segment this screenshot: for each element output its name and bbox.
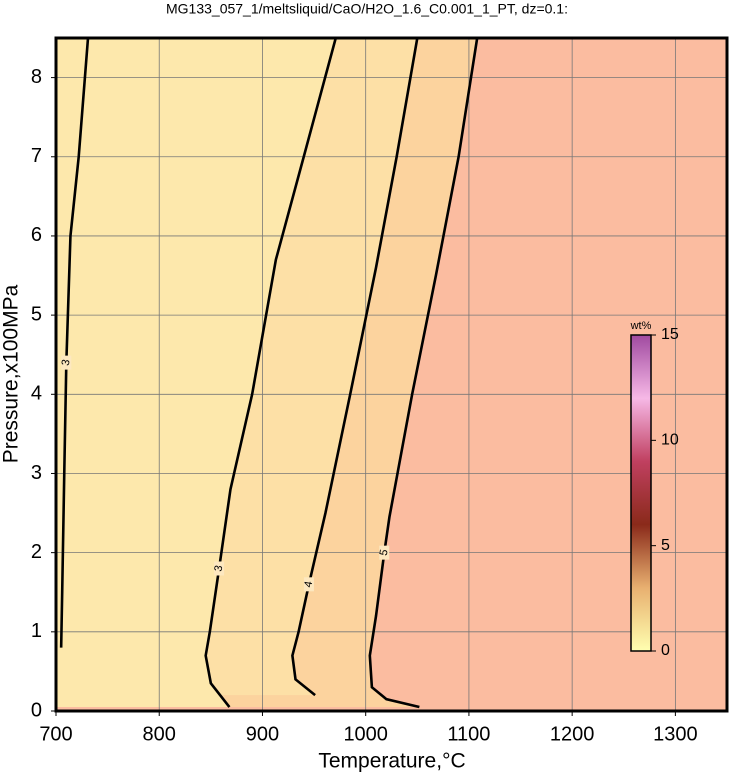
y-tick-label: 6 xyxy=(31,224,42,246)
y-tick-label: 3 xyxy=(31,462,42,484)
contour-label: 3 xyxy=(213,564,226,572)
y-tick-label: 8 xyxy=(31,66,42,88)
colorbar-tick-label: 5 xyxy=(661,537,670,554)
contour-line xyxy=(291,38,419,697)
contour-label-bg xyxy=(214,561,225,576)
contour-fill xyxy=(56,38,336,708)
y-axis-label: Pressure,x100MPa xyxy=(0,284,23,463)
x-tick-label: 800 xyxy=(143,723,176,745)
colorbar-tick-label: 15 xyxy=(661,326,679,343)
plot-area: 5 4 3 3 xyxy=(56,38,727,711)
x-tick-label: 1200 xyxy=(550,723,595,745)
colorbar-tick-label: 0 xyxy=(661,642,670,659)
x-tick-label: 1000 xyxy=(343,723,388,745)
contour-label: 3 xyxy=(60,359,73,367)
contour-label-bg xyxy=(61,355,72,370)
y-tick-label: 7 xyxy=(31,145,42,167)
x-tick-label: 900 xyxy=(246,723,279,745)
y-tick-label: 4 xyxy=(31,383,42,405)
colorbar xyxy=(630,334,652,652)
contour-fill xyxy=(56,38,89,648)
y-tick-label: 1 xyxy=(31,620,42,642)
y-tick-label: 0 xyxy=(31,699,42,721)
y-tick-label: 5 xyxy=(31,303,42,325)
x-tick-label: 1100 xyxy=(447,723,490,745)
colorbar-tick-label: 10 xyxy=(661,432,679,449)
contour-label: 5 xyxy=(378,549,391,557)
x-tick-label: 1300 xyxy=(653,723,698,745)
x-axis-label: Temperature,°C xyxy=(318,750,465,773)
contour-label-bg xyxy=(379,545,390,560)
contour-line xyxy=(204,38,338,708)
contour-label-bg xyxy=(303,577,314,592)
x-tick-label: 700 xyxy=(39,723,72,745)
y-tick-label: 2 xyxy=(31,541,42,563)
colorbar-label: wt% xyxy=(630,320,652,332)
contour-label: 4 xyxy=(302,580,315,588)
chart-title: MG133_057_1/meltsliquid/CaO/H2O_1.6_C0.0… xyxy=(166,1,568,17)
plot-frame xyxy=(54,36,729,713)
